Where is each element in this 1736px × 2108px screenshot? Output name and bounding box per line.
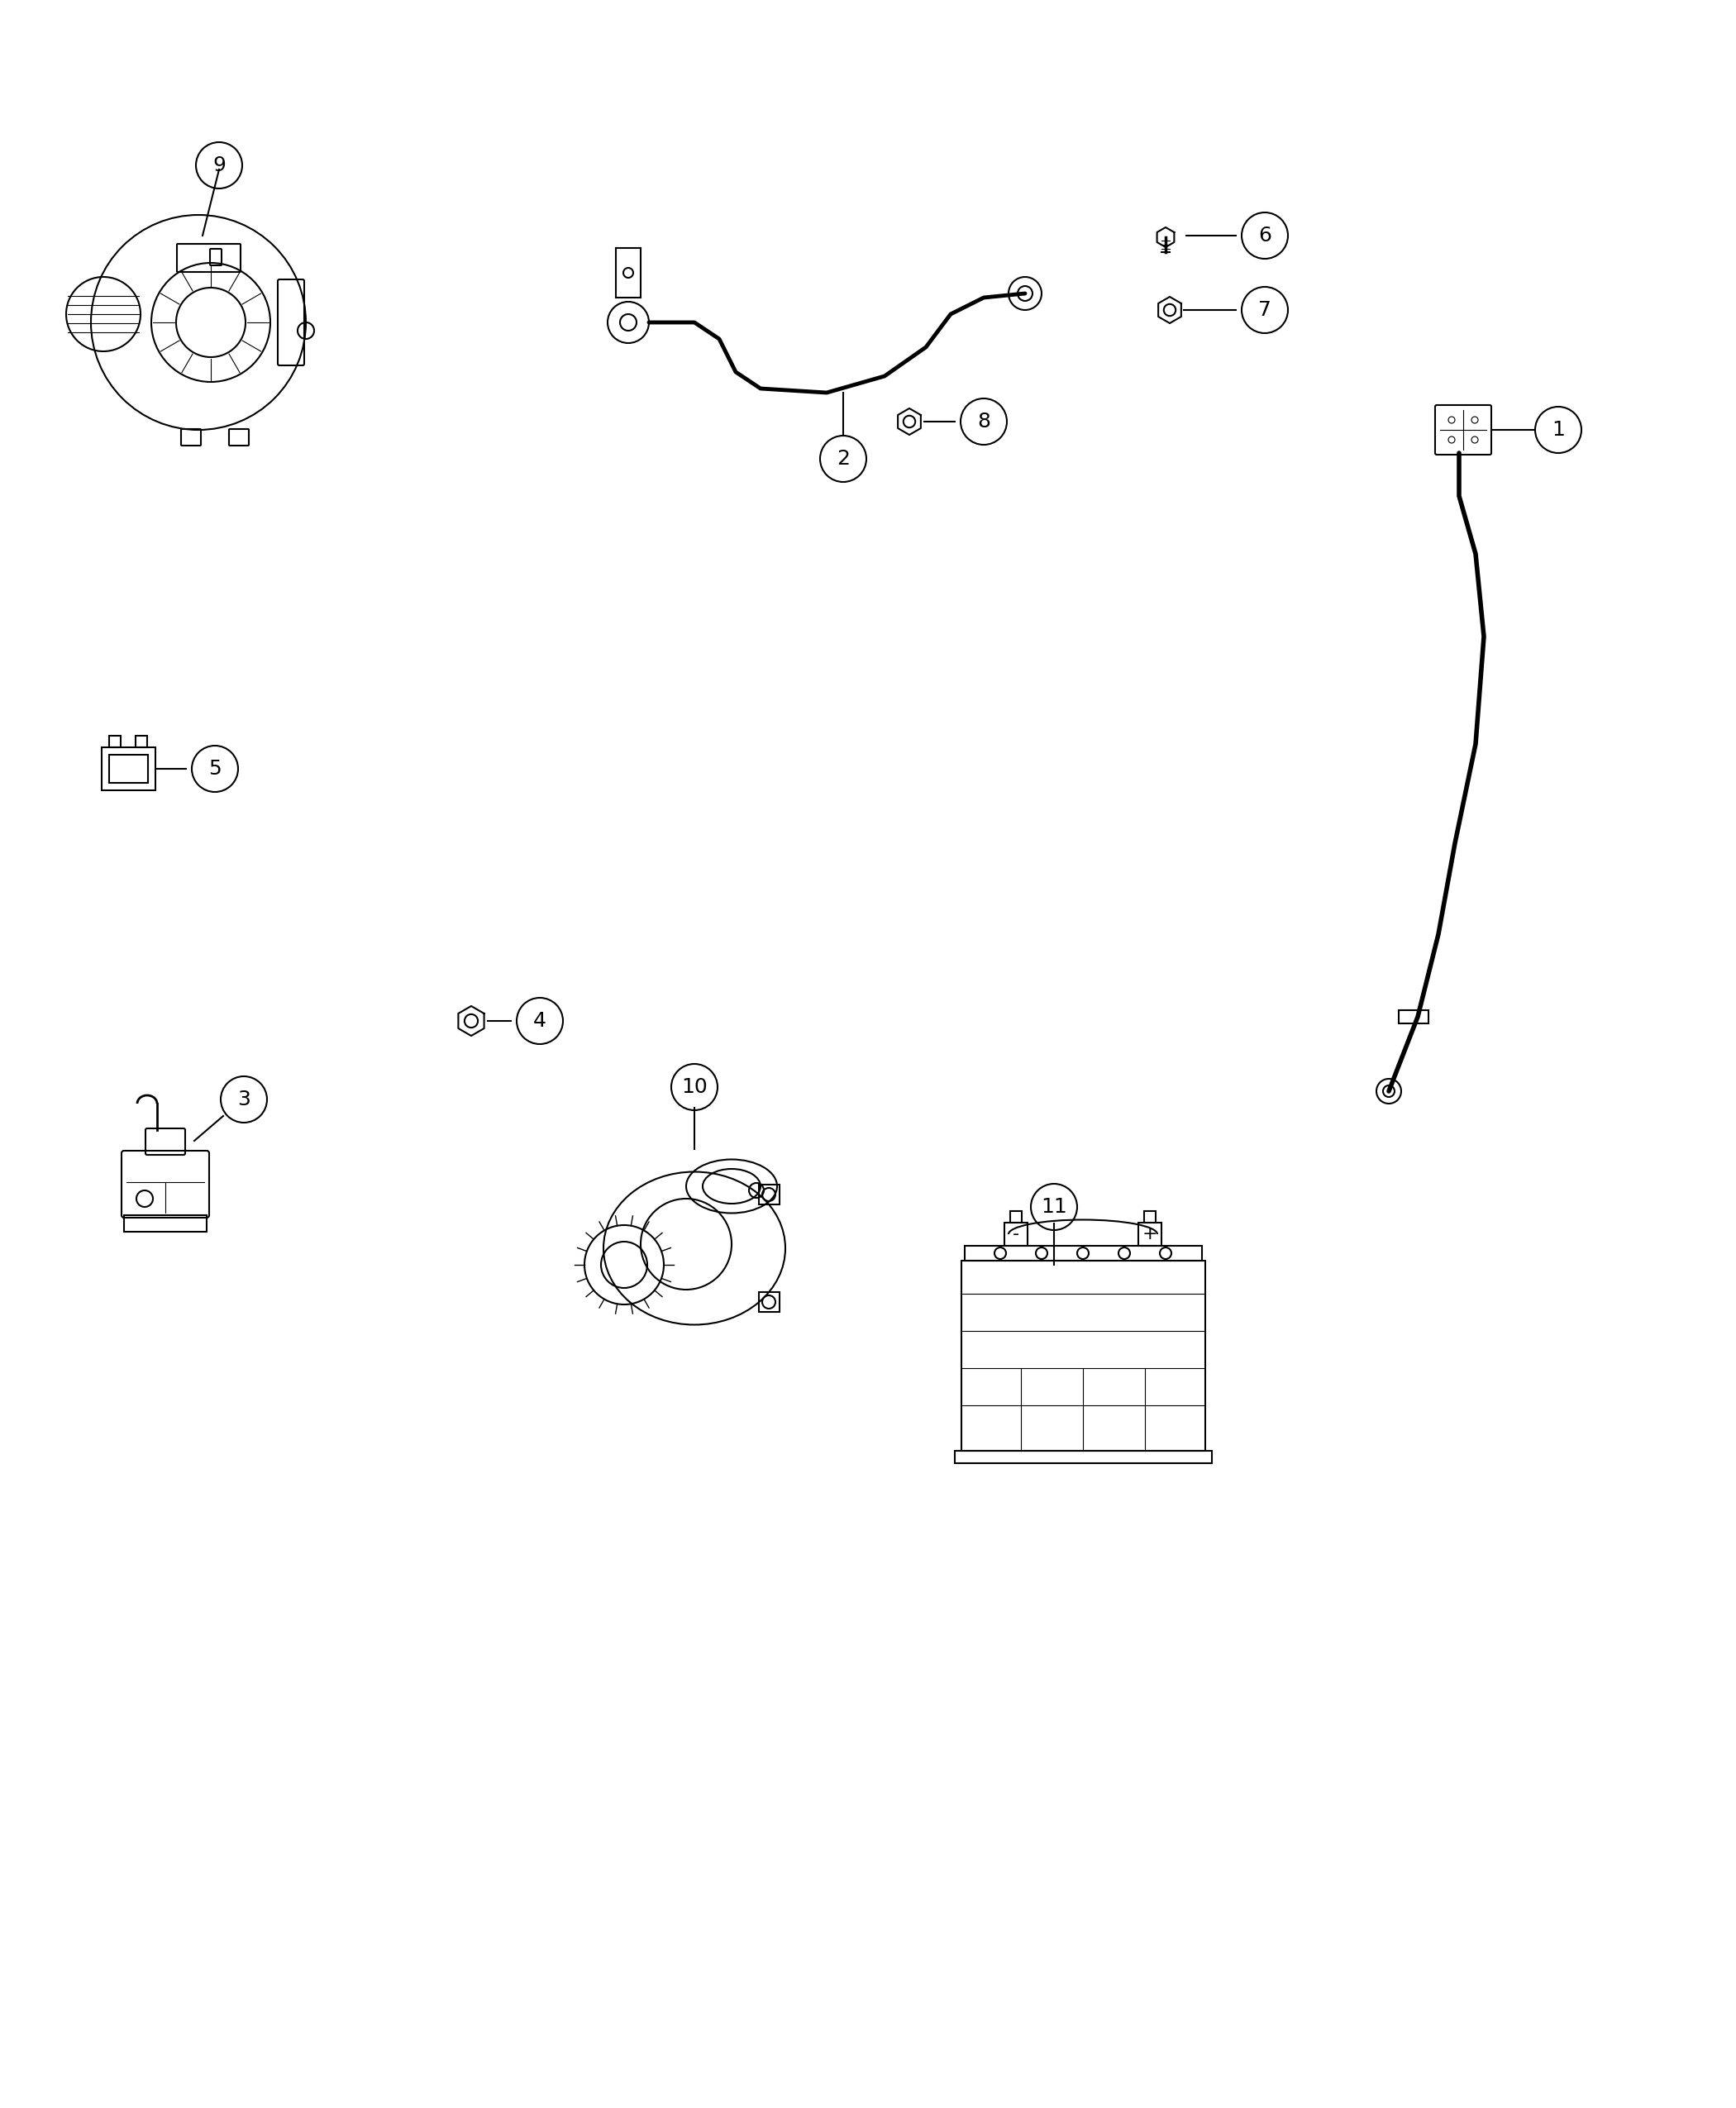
Text: 6: 6 bbox=[1259, 226, 1271, 245]
Text: 1: 1 bbox=[1552, 419, 1564, 441]
Text: 4: 4 bbox=[533, 1012, 547, 1031]
Bar bbox=[102, 748, 156, 790]
Bar bbox=[1010, 1212, 1023, 1223]
Bar bbox=[962, 1261, 1205, 1450]
Bar bbox=[123, 1214, 207, 1231]
Text: 7: 7 bbox=[1259, 299, 1271, 320]
Bar bbox=[955, 1450, 1212, 1463]
Bar bbox=[1005, 1223, 1028, 1246]
Text: 11: 11 bbox=[1042, 1197, 1068, 1216]
Bar bbox=[759, 1185, 779, 1204]
Bar bbox=[1144, 1212, 1156, 1223]
Text: 10: 10 bbox=[681, 1077, 708, 1096]
Bar bbox=[1139, 1223, 1161, 1246]
Text: 3: 3 bbox=[238, 1090, 250, 1109]
Bar bbox=[109, 755, 148, 782]
Text: 2: 2 bbox=[837, 449, 851, 468]
Text: 5: 5 bbox=[208, 759, 222, 778]
Bar bbox=[135, 736, 148, 748]
Bar bbox=[759, 1292, 779, 1311]
Text: +: + bbox=[1142, 1227, 1158, 1242]
Bar bbox=[109, 736, 122, 748]
Bar bbox=[1399, 1010, 1429, 1022]
Text: 8: 8 bbox=[977, 411, 990, 432]
Bar bbox=[965, 1246, 1201, 1261]
Text: -: - bbox=[1012, 1227, 1019, 1242]
Text: 9: 9 bbox=[212, 156, 226, 175]
